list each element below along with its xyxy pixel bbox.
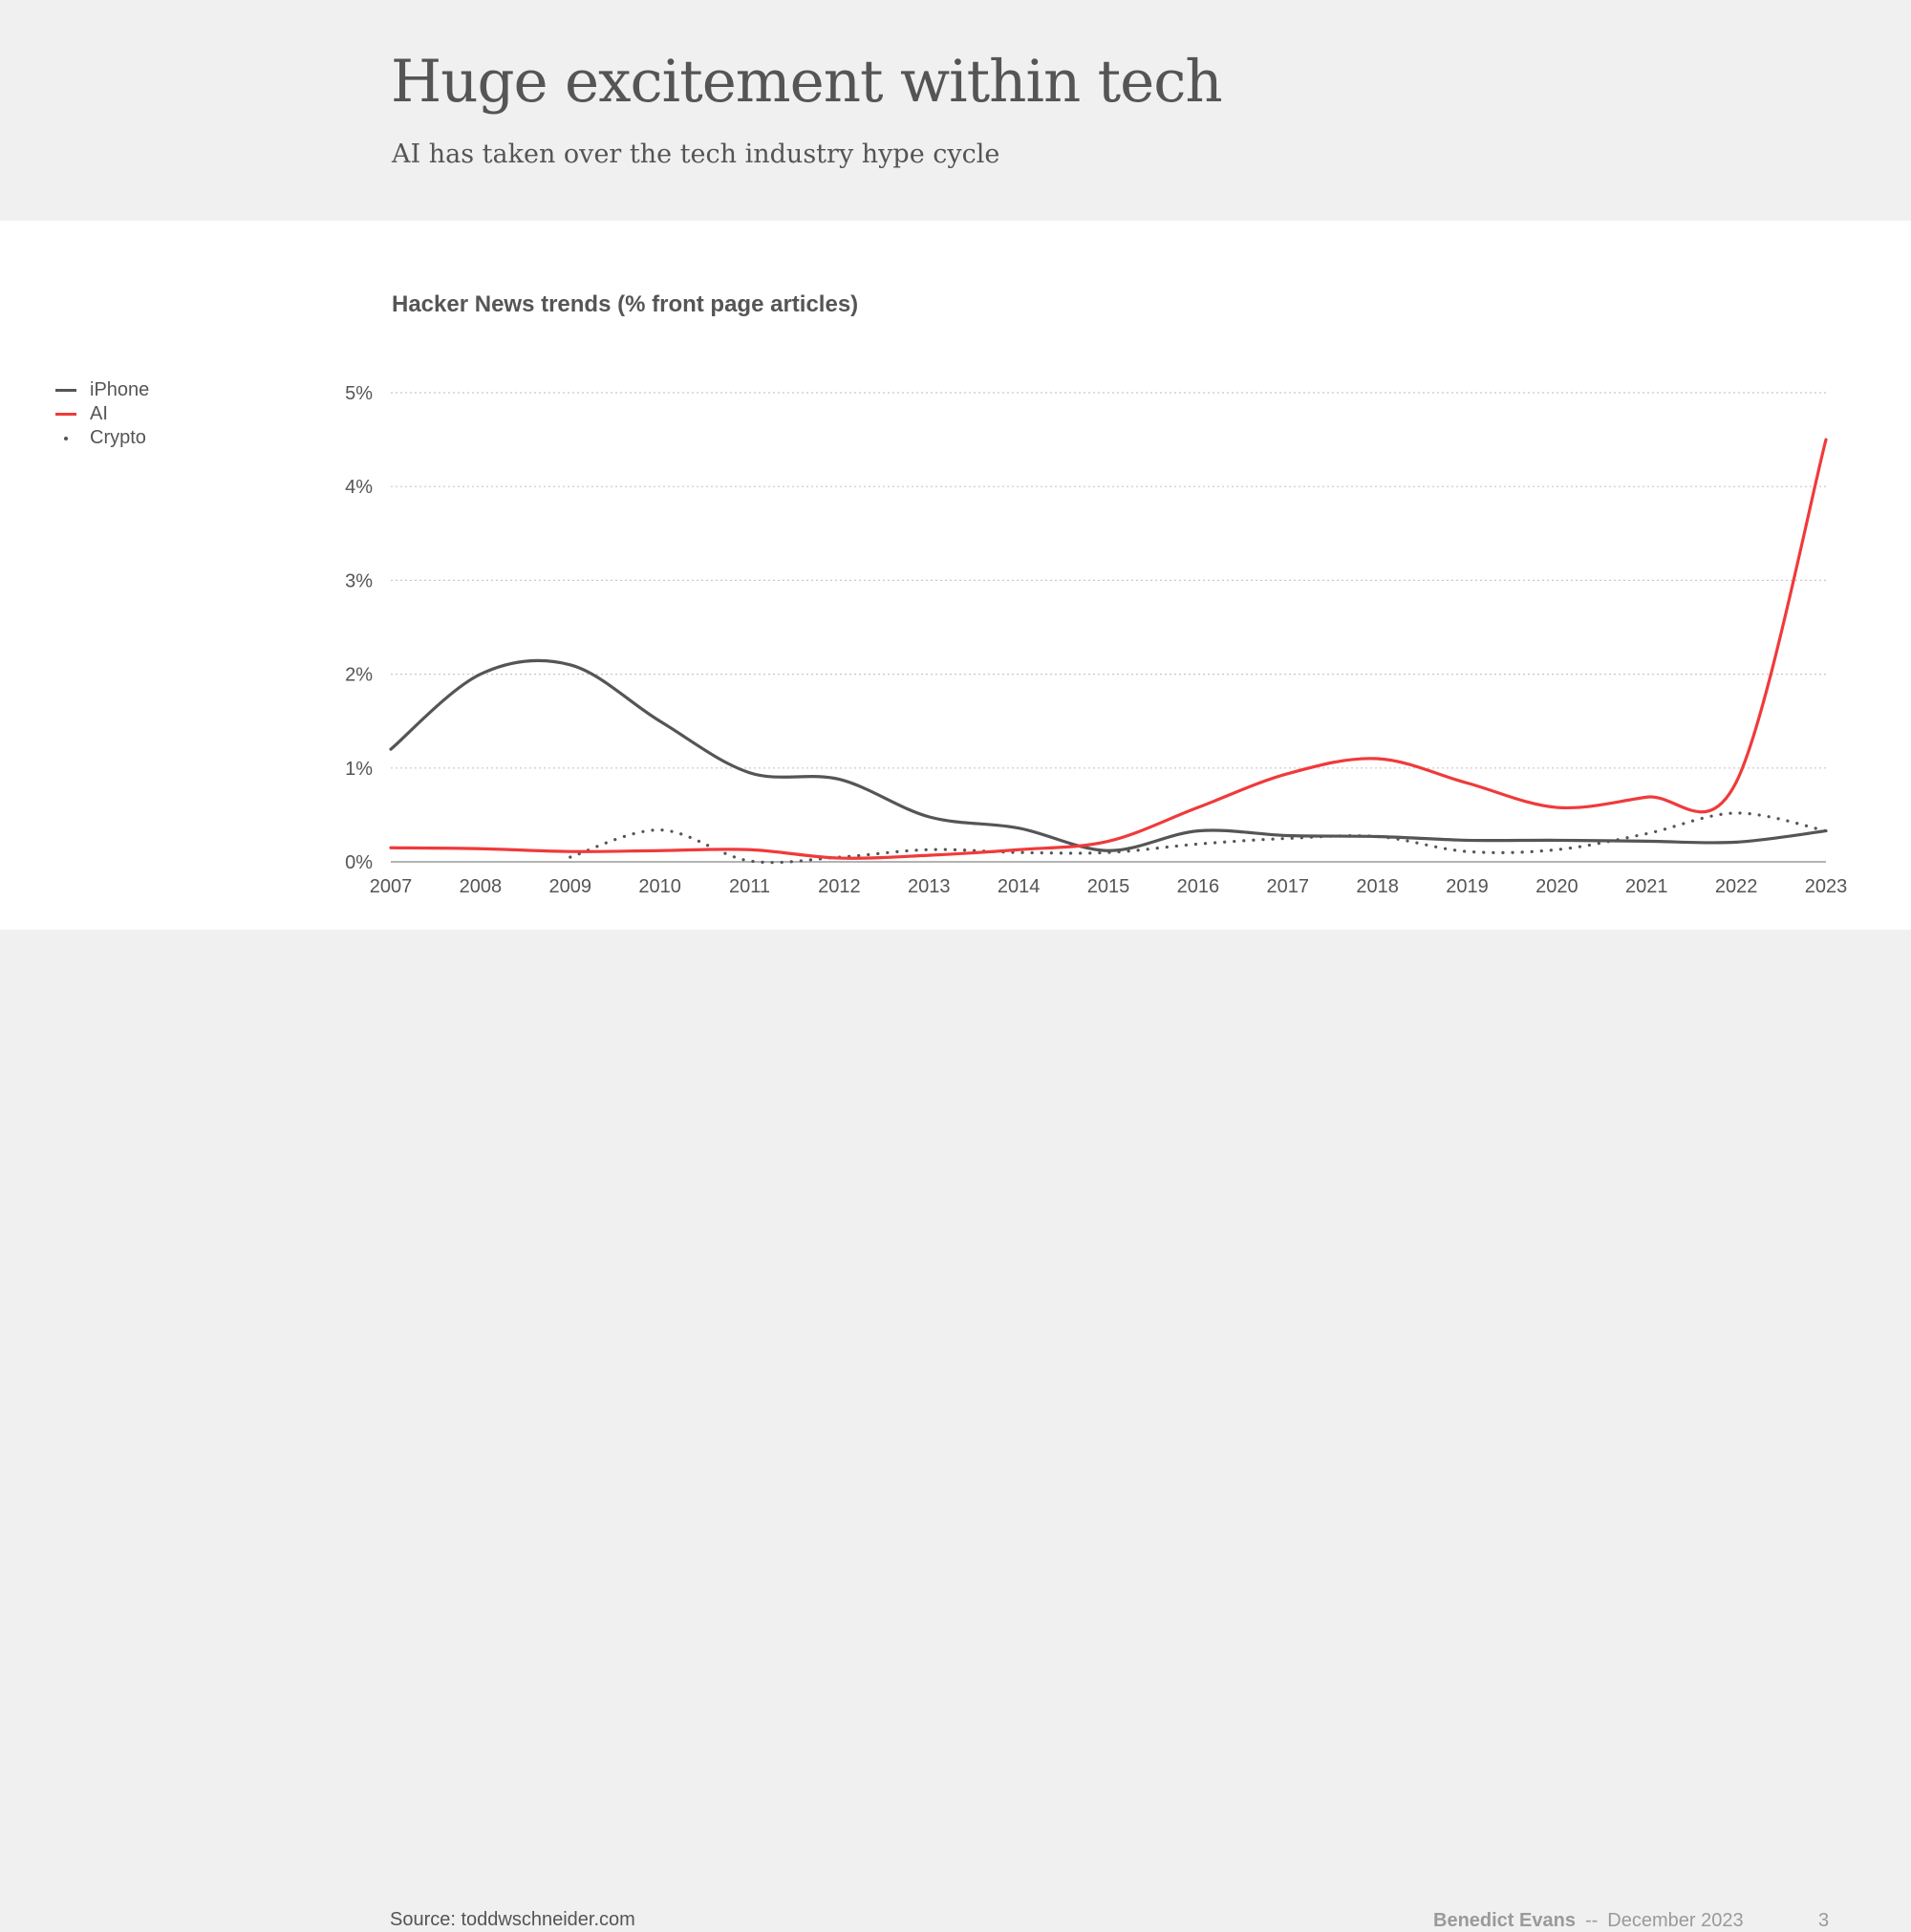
- y-tick-label: 1%: [345, 759, 373, 780]
- slide-footer: Source: toddwschneider.com Benedict Evan…: [0, 930, 1911, 1931]
- x-tick-label: 2019: [1446, 876, 1489, 897]
- x-tick-label: 2012: [818, 876, 861, 897]
- y-tick-label: 0%: [345, 852, 373, 873]
- legend-swatch-ai: [55, 413, 76, 416]
- y-tick-label: 4%: [345, 477, 373, 498]
- series-line-ai: [389, 438, 1828, 860]
- x-tick-label: 2021: [1625, 876, 1668, 897]
- legend-label-iphone: iPhone: [90, 379, 150, 400]
- legend-item-crypto: Crypto: [55, 426, 149, 450]
- author-name: Benedict Evans: [1433, 1910, 1576, 1931]
- slide-subtitle: AI has taken over the tech industry hype…: [392, 140, 1000, 169]
- series-line-crypto: [569, 811, 1828, 865]
- legend-item-ai: AI: [55, 402, 149, 426]
- x-tick-label: 2007: [370, 876, 413, 897]
- x-tick-label: 2018: [1356, 876, 1399, 897]
- credit: Benedict Evans -- December 2023: [1433, 1910, 1744, 1932]
- x-axis-ticks: 2007 2008 2009 2010 2011 2012 2013 2014 2015 2016…: [370, 876, 1848, 897]
- legend-swatch-crypto: [64, 436, 68, 440]
- x-tick-label: 2014: [998, 876, 1041, 897]
- legend-swatch-iphone: [55, 389, 76, 392]
- grid-lines: [391, 392, 1826, 769]
- credit-separator: --: [1584, 1910, 1599, 1931]
- series-lines: [389, 438, 1828, 865]
- slide-header: Huge excitement within tech AI has taken…: [0, 0, 1911, 221]
- x-tick-label: 2016: [1177, 876, 1220, 897]
- credit-date: December 2023: [1607, 1910, 1744, 1931]
- y-axis-ticks: 0% 1% 2% 3% 4% 5%: [345, 383, 373, 873]
- source-note: Source: toddwschneider.com: [390, 1909, 635, 1930]
- x-tick-label: 2010: [638, 876, 681, 897]
- x-tick-label: 2011: [729, 876, 770, 897]
- chart-legend: iPhone AI Crypto: [55, 378, 149, 450]
- x-tick-label: 2017: [1267, 876, 1310, 897]
- x-tick-label: 2008: [460, 876, 503, 897]
- x-tick-label: 2013: [908, 876, 951, 897]
- page-number: 3: [1818, 1910, 1830, 1931]
- line-chart: 0% 1% 2% 3% 4% 5% 2007 2008 2009 2010 2011 2012 201…: [345, 383, 1848, 897]
- y-tick-label: 5%: [345, 383, 373, 404]
- series-line-iphone: [389, 658, 1828, 852]
- x-tick-label: 2022: [1715, 876, 1758, 897]
- chart-panel: [0, 221, 1911, 930]
- x-tick-label: 2020: [1535, 876, 1578, 897]
- legend-label-ai: AI: [90, 403, 108, 424]
- x-tick-label: 2023: [1805, 876, 1848, 897]
- legend-item-iphone: iPhone: [55, 378, 149, 402]
- y-tick-label: 2%: [345, 665, 373, 686]
- y-tick-label: 3%: [345, 570, 373, 591]
- chart-title: Hacker News trends (% front page article…: [392, 291, 859, 317]
- x-tick-label: 2015: [1087, 876, 1130, 897]
- x-tick-label: 2009: [549, 876, 592, 897]
- legend-label-crypto: Crypto: [90, 427, 146, 448]
- slide-title: Huge excitement within tech: [391, 48, 1223, 116]
